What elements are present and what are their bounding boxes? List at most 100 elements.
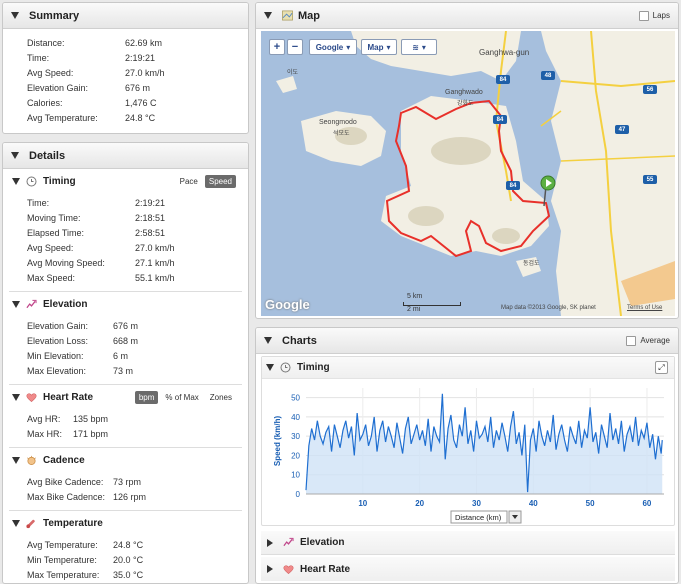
elevation-chart-row[interactable]: Elevation	[261, 531, 675, 555]
temperature-row: Min Temperature: 20.0 °C	[27, 552, 242, 567]
collapse-triangle-icon[interactable]	[11, 152, 19, 159]
temperature-header[interactable]: Temperature	[9, 511, 242, 535]
heart-rate-header[interactable]: Heart Rate bpm % of Max Zones	[9, 385, 242, 409]
summary-value: 62.69 km	[125, 37, 163, 48]
elevation-value: 6 m	[113, 350, 129, 361]
collapse-triangle-icon[interactable]	[12, 393, 20, 401]
chevron-down-icon: ▾	[386, 42, 391, 52]
scale-km: 5 km	[407, 293, 423, 300]
clock-icon	[26, 176, 37, 187]
temperature-row: Avg Temperature: 24.8 °C	[27, 537, 242, 552]
elevation-label: Max Elevation:	[27, 365, 87, 376]
speed-toggle-button[interactable]: Speed	[204, 174, 236, 188]
collapse-triangle-icon[interactable]	[12, 456, 20, 464]
average-checkbox[interactable]	[626, 335, 637, 346]
timing-value: 2:58:51	[135, 227, 166, 238]
details-header[interactable]: Details	[3, 143, 248, 169]
heart-icon	[26, 392, 37, 403]
heart-rate-chart-title: Heart Rate	[300, 563, 351, 575]
heart-rate-list: Avg HR: 135 bpm Max HR: 171 bpm	[9, 409, 242, 447]
laps-checkbox[interactable]	[638, 10, 649, 21]
x-tick-label: 30	[472, 499, 481, 508]
collapse-triangle-icon[interactable]	[266, 364, 274, 371]
zoom-out-button[interactable]: −	[287, 39, 303, 55]
timing-label: Max Speed:	[27, 272, 76, 283]
cadence-title: Cadence	[43, 454, 85, 466]
map-canvas[interactable]: + − Google ▾ Map ▾ ≋ ▾ Ganghwa-gun Gangh…	[261, 31, 675, 316]
bpm-toggle-button[interactable]: bpm	[134, 390, 159, 404]
elevation-section: Elevation Elevation Gain: 676 m Elevation …	[9, 292, 242, 385]
summary-value: 27.0 km/h	[125, 67, 165, 78]
map-type-dropdown[interactable]: Map ▾	[361, 39, 397, 55]
summary-value: 1,476 C	[125, 97, 157, 108]
elevation-label: Min Elevation:	[27, 350, 84, 361]
map-scale: 5 km 2 mi	[403, 293, 461, 315]
map-header[interactable]: Map Laps	[256, 3, 678, 29]
summary-row: Avg Temperature: 24.8 °C	[27, 110, 248, 125]
summary-label: Elevation Gain:	[27, 82, 89, 93]
x-tick-label: 20	[415, 499, 424, 508]
percent-max-toggle-button[interactable]: % of Max	[165, 392, 199, 402]
elevation-header[interactable]: Elevation	[9, 292, 242, 316]
expand-triangle-icon[interactable]	[267, 565, 273, 573]
summary-row: Time: 2:19:21	[27, 50, 248, 65]
summary-label: Avg Speed:	[27, 67, 74, 78]
cadence-value: 126 rpm	[113, 491, 147, 502]
collapse-triangle-icon[interactable]	[12, 300, 20, 308]
layers-dropdown[interactable]: ≋ ▾	[401, 39, 437, 55]
laps-control: Laps	[638, 10, 670, 21]
speed-chart[interactable]: 0 10 20 30 40 50 10 20 30 40 50 60 Speed (km/h) Dista…	[262, 380, 674, 526]
cadence-label: Max Bike Cadence:	[27, 491, 106, 502]
timing-value: 2:18:51	[135, 212, 166, 223]
map-label-ganghwado-kr: 강화도	[457, 101, 474, 107]
timing-row: Elapsed Time: 2:58:51	[27, 225, 242, 240]
y-tick-label: 30	[291, 432, 300, 441]
summary-header[interactable]: Summary	[3, 3, 248, 29]
zones-toggle-button[interactable]: Zones	[209, 392, 232, 402]
pace-toggle-button[interactable]: Pace	[179, 176, 198, 186]
speed-series-line	[305, 393, 663, 493]
elevation-row: Elevation Gain: 676 m	[27, 318, 242, 333]
map-attribution: Map data ©2013 Google, SK planet	[501, 305, 596, 311]
heart-rate-row: Avg HR: 135 bpm	[27, 411, 242, 426]
summary-row: Elevation Gain: 676 m	[27, 80, 248, 95]
cadence-header[interactable]: Cadence	[9, 448, 242, 472]
collapse-triangle-icon[interactable]	[264, 12, 272, 19]
timing-chart-header[interactable]: Timing ⤢	[262, 357, 674, 379]
timing-row: Avg Speed: 27.0 km/h	[27, 240, 242, 255]
summary-label: Avg Temperature:	[27, 112, 98, 123]
collapse-triangle-icon[interactable]	[11, 12, 19, 19]
thermometer-icon	[26, 518, 37, 529]
x-axis-select[interactable]: Distance (km)	[450, 510, 522, 524]
collapse-triangle-icon[interactable]	[12, 519, 20, 527]
summary-label: Calories:	[27, 97, 63, 108]
cadence-value: 73 rpm	[113, 476, 142, 487]
expand-triangle-icon[interactable]	[267, 538, 273, 547]
charts-header[interactable]: Charts Average	[256, 328, 678, 354]
summary-label: Time:	[27, 52, 50, 63]
collapse-triangle-icon[interactable]	[12, 177, 20, 185]
timing-value: 27.0 km/h	[135, 242, 175, 253]
x-select-label: Distance (km)	[455, 513, 502, 522]
zoom-in-button[interactable]: +	[269, 39, 285, 55]
map-panel: Map Laps	[255, 2, 679, 319]
y-tick-label: 0	[296, 490, 301, 499]
terms-of-use-link[interactable]: Terms of Use	[627, 305, 663, 311]
elevation-value: 668 m	[113, 335, 139, 346]
temperature-title: Temperature	[43, 517, 103, 529]
average-control: Average	[626, 335, 670, 346]
heart-rate-label: Max HR:	[27, 428, 63, 439]
charts-title: Charts	[282, 334, 317, 347]
elevation-icon	[283, 537, 294, 548]
expand-icon[interactable]: ⤢	[655, 361, 668, 374]
collapse-triangle-icon[interactable]	[264, 337, 272, 344]
summary-title: Summary	[29, 9, 80, 22]
details-title: Details	[29, 149, 66, 162]
x-select-box[interactable]	[450, 510, 508, 524]
x-tick-label: 60	[642, 499, 651, 508]
heart-rate-chart-row[interactable]: Heart Rate	[261, 557, 675, 581]
google-layer-dropdown[interactable]: Google ▾	[309, 39, 357, 55]
timing-header[interactable]: Timing Pace Speed	[9, 169, 242, 193]
x-tick-label: 10	[358, 499, 367, 508]
charts-panel: Charts Average Timing ⤢ 0 10 20 30 40 50 10 20 3…	[255, 327, 679, 584]
